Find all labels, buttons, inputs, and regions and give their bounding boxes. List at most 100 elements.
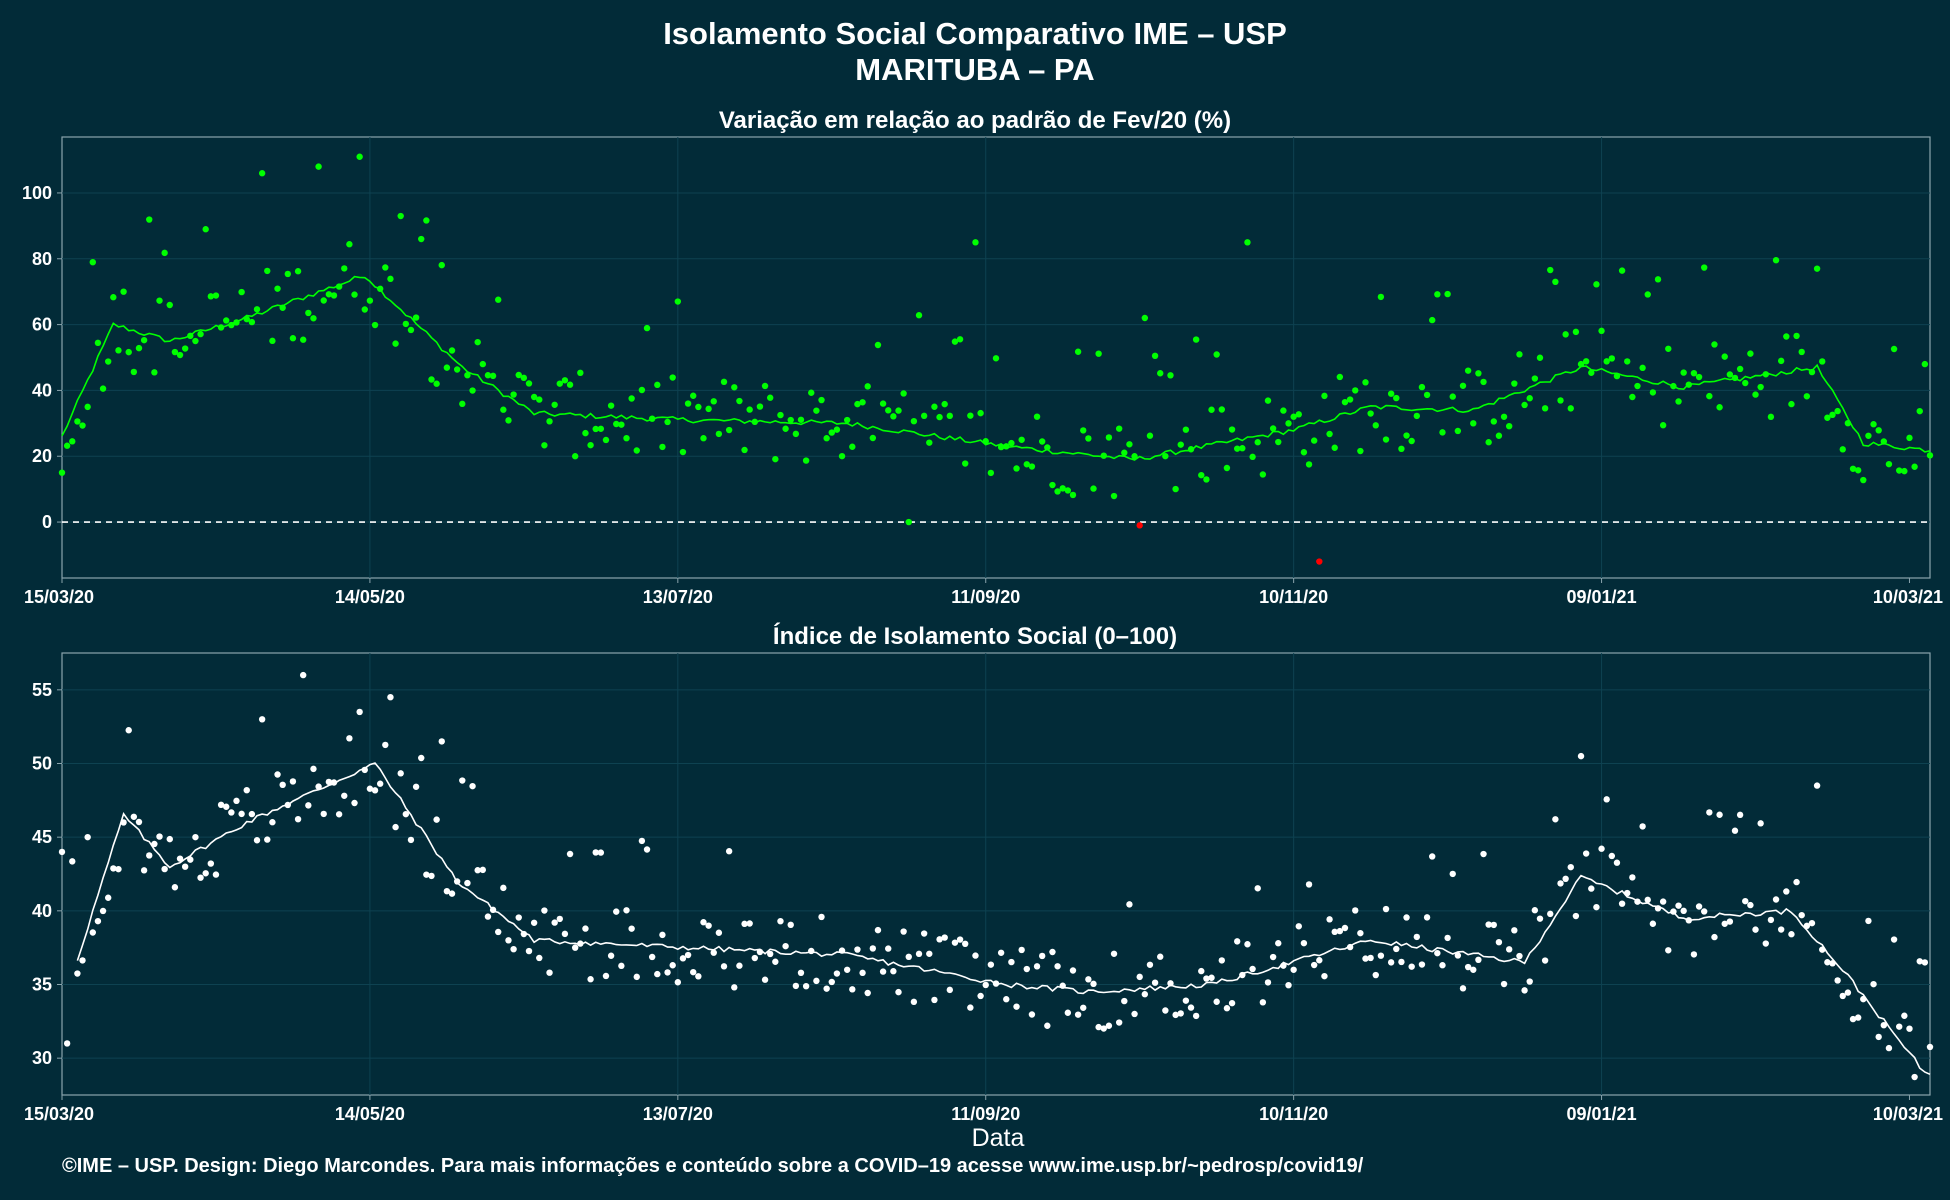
- data-point: [648, 953, 656, 961]
- data-point: [474, 867, 481, 874]
- data-point: [1449, 393, 1456, 400]
- data-point: [977, 409, 984, 417]
- data-point: [972, 952, 979, 959]
- data-point: [910, 417, 918, 425]
- data-point: [1824, 959, 1831, 966]
- data-point: [146, 852, 153, 859]
- data-point: [1634, 898, 1641, 905]
- data-point: [602, 972, 610, 980]
- data-point: [346, 735, 353, 742]
- data-point: [1772, 896, 1780, 903]
- data-point: [1080, 1004, 1087, 1011]
- data-point: [1341, 924, 1349, 932]
- data-point: [1711, 341, 1718, 348]
- data-point: [690, 968, 697, 976]
- data-point: [1747, 901, 1754, 909]
- data-point: [536, 396, 543, 403]
- data-point: [1259, 471, 1267, 478]
- data-point: [1464, 963, 1472, 971]
- data-point: [1629, 393, 1636, 401]
- data-point: [1331, 444, 1338, 451]
- data-point: [371, 787, 379, 794]
- data-point: [1115, 425, 1123, 432]
- data-point: [997, 949, 1005, 956]
- data-point: [664, 969, 671, 976]
- data-point: [1341, 398, 1349, 406]
- data-point: [618, 421, 625, 428]
- data-point: [1357, 447, 1364, 455]
- data-point: [1423, 391, 1431, 399]
- data-point: [623, 434, 630, 442]
- data-point: [448, 890, 456, 897]
- data-point: [146, 216, 153, 223]
- data-point: [1310, 961, 1318, 969]
- data-point: [1742, 897, 1749, 905]
- data-point: [453, 878, 461, 885]
- data-point: [423, 217, 430, 224]
- data-point: [1757, 383, 1764, 391]
- data-point: [433, 816, 440, 823]
- data-point: [1233, 445, 1241, 452]
- data-point: [438, 261, 445, 269]
- data-point: [459, 400, 466, 408]
- data-point: [797, 969, 805, 977]
- data-point: [58, 848, 66, 856]
- data-point: [1485, 921, 1492, 928]
- data-point: [741, 920, 748, 928]
- data-point: [1772, 256, 1780, 264]
- data-point: [361, 306, 368, 313]
- data-point: [269, 337, 276, 345]
- data-point: [1516, 351, 1523, 358]
- data-point: [1511, 380, 1518, 387]
- data-point: [1896, 1023, 1903, 1030]
- data-point: [1839, 446, 1846, 453]
- data-point: [428, 872, 435, 880]
- data-point: [1495, 938, 1503, 946]
- data-point: [1567, 863, 1574, 871]
- data-point: [115, 865, 122, 873]
- data-point: [151, 369, 158, 376]
- data-point: [346, 241, 353, 248]
- data-point: [1377, 293, 1385, 301]
- data-point: [1716, 404, 1723, 411]
- data-point: [310, 315, 317, 322]
- data-point: [1500, 980, 1508, 988]
- x-tick-label: 14/05/20: [335, 1104, 405, 1124]
- data-point: [571, 944, 579, 951]
- data-point: [838, 452, 846, 460]
- data-point: [828, 978, 835, 986]
- y-tick-label: 35: [32, 975, 52, 995]
- data-point: [787, 416, 794, 424]
- x-tick-label: 15/03/20: [24, 587, 94, 607]
- data-point: [1054, 488, 1061, 495]
- data-point: [1598, 845, 1605, 852]
- data-point: [469, 782, 476, 790]
- data-point: [1921, 959, 1929, 966]
- data-point: [1136, 522, 1143, 529]
- data-point: [1901, 1012, 1908, 1019]
- data-point: [1654, 905, 1662, 912]
- data-point: [1146, 961, 1154, 968]
- data-point: [813, 407, 820, 414]
- data-point: [448, 347, 456, 354]
- data-point: [79, 422, 86, 429]
- y-tick-label: 80: [32, 249, 52, 269]
- x-tick-label: 11/09/20: [951, 587, 1020, 607]
- data-point: [900, 390, 907, 397]
- data-point: [1346, 396, 1354, 403]
- data-point: [941, 400, 948, 408]
- data-point: [125, 727, 132, 734]
- data-point: [1074, 1011, 1082, 1018]
- data-point: [1890, 936, 1898, 943]
- data-point: [294, 268, 302, 275]
- data-point: [1716, 811, 1723, 818]
- data-point: [1834, 407, 1841, 415]
- data-point: [1588, 885, 1595, 892]
- data-point: [833, 426, 841, 433]
- data-point: [613, 908, 620, 915]
- panel-variation: 15/03/20 14/05/20 13/07/20 11/09/20 10/11/20…: [22, 136, 1943, 607]
- y-tick-label: 30: [32, 1048, 52, 1068]
- data-point: [1505, 422, 1513, 430]
- data-point: [1706, 392, 1713, 400]
- data-point: [561, 930, 569, 938]
